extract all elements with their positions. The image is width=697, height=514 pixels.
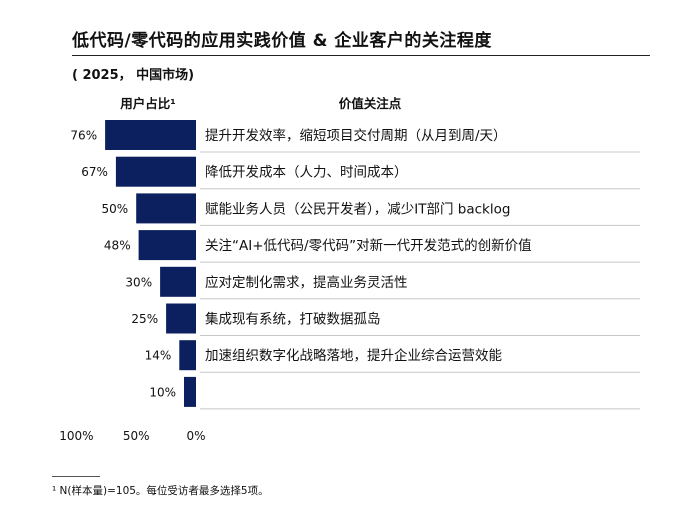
category-label: 关注“AI+低代码/零代码”对新一代开发范式的创新价值 <box>205 238 532 254</box>
chart-subtitle: ( 2025， 中国市场) <box>72 68 195 83</box>
data-label: 10% <box>149 385 176 399</box>
data-label: 67% <box>81 165 108 179</box>
category-label: 提升开发效率，缩短项目交付周期（从月到周/天） <box>205 127 507 144</box>
x-tick-label: 50% <box>123 429 150 443</box>
category-label: 集成现有系统，打破数据孤岛 <box>205 311 381 328</box>
right-column-header: 价值关注点 <box>339 96 402 111</box>
data-label: 30% <box>125 275 152 289</box>
bar <box>115 156 196 187</box>
data-label: 48% <box>104 239 131 253</box>
x-tick-label: 0% <box>186 429 205 443</box>
bar <box>166 303 196 334</box>
data-label: 50% <box>102 202 129 216</box>
title-underline <box>72 55 650 56</box>
bar <box>136 193 196 224</box>
bar <box>138 230 196 261</box>
x-tick-label: 100% <box>59 429 93 443</box>
footnote: ¹ N(样本量)=105。每位受访者最多选择5项。 <box>52 485 269 497</box>
bar-chart: 用户占比¹ 价值关注点 76% 提升开发效率，缩短项目交付周期（从月到周/天） 67% 降… <box>59 96 640 443</box>
left-column-header: 用户占比¹ <box>119 96 175 111</box>
data-label: 25% <box>131 312 158 326</box>
data-label: 76% <box>70 129 97 143</box>
category-label: 应对定制化需求，提高业务灵活性 <box>205 274 408 291</box>
bar <box>105 120 196 150</box>
category-label: 降低开发成本（人力、时间成本） <box>205 165 408 181</box>
category-label: 加速组织数字化战略落地，提升企业综合运营效能 <box>205 347 502 364</box>
data-label: 14% <box>145 349 172 363</box>
bar <box>179 340 196 371</box>
bar <box>160 266 196 297</box>
category-label: 赋能业务人员（公民开发者），减少IT部门 backlog <box>205 201 510 217</box>
chart-title: 低代码/零代码的应用实践价值 & 企业客户的关注程度 <box>72 31 492 51</box>
bar <box>184 376 196 407</box>
footnote-divider <box>52 476 100 477</box>
